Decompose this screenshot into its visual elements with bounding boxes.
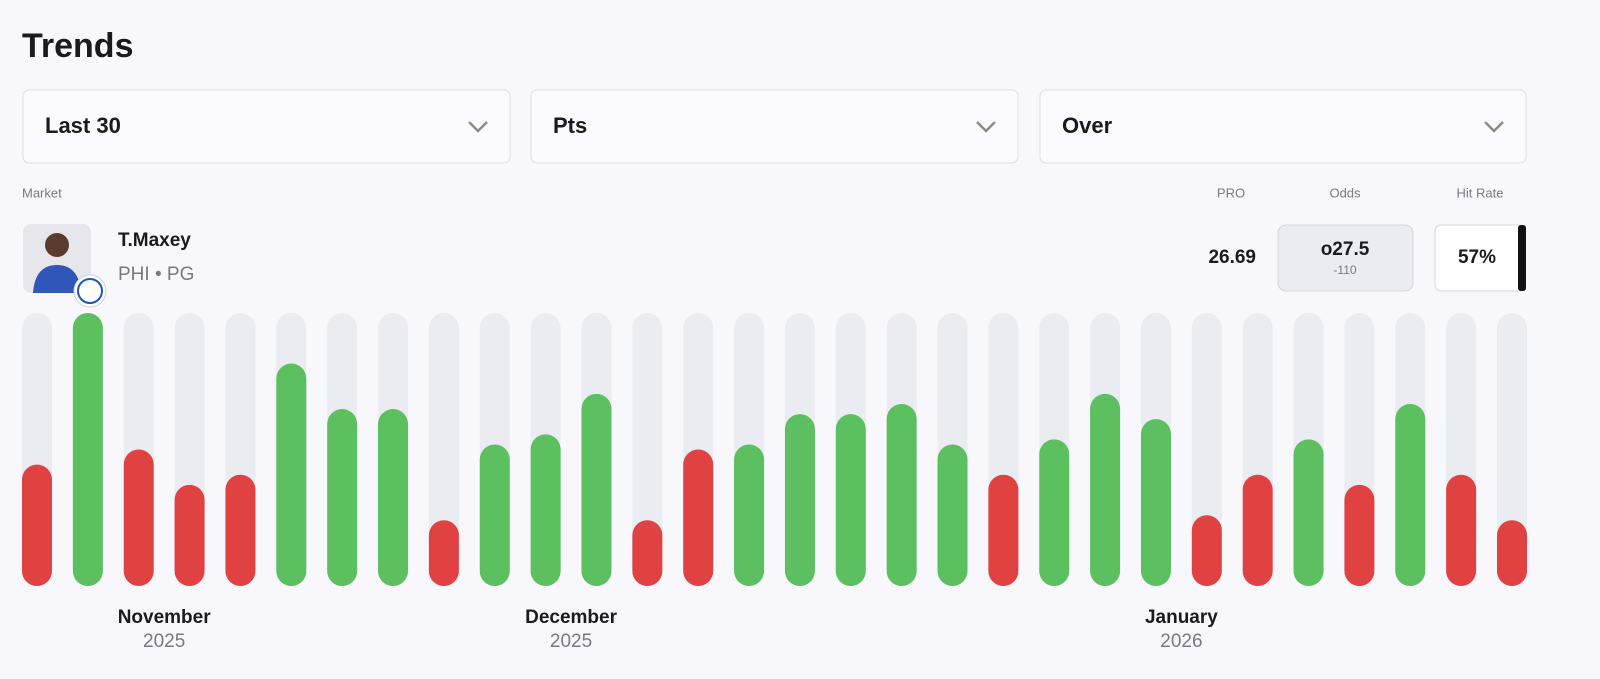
filter-dropdown[interactable]: Over <box>1039 89 1527 164</box>
hit-rate-box: 57% <box>1434 224 1526 292</box>
page-title: Trends <box>22 27 133 65</box>
bar <box>1497 520 1527 586</box>
column-label: PRO <box>1217 185 1245 200</box>
bar <box>988 474 1019 586</box>
player-team: PHI <box>118 264 150 285</box>
bar <box>683 449 714 586</box>
month-label: January <box>1145 607 1218 628</box>
bar <box>1191 515 1222 586</box>
player-meta: PHI • PG <box>118 264 194 285</box>
odds-price: -110 <box>1333 263 1356 277</box>
odds-line: o27.5 <box>1321 239 1370 260</box>
bar <box>734 444 765 586</box>
bar <box>530 434 561 586</box>
bar <box>1344 484 1375 586</box>
bar <box>378 409 409 586</box>
bar-track <box>428 313 459 586</box>
dropdown-label: Pts <box>553 113 587 138</box>
bar <box>327 409 358 586</box>
bar <box>428 520 459 586</box>
bar <box>632 520 663 586</box>
bar <box>581 393 612 586</box>
bar-track <box>632 313 663 586</box>
odds-button[interactable]: o27.5 -110 <box>1277 224 1414 292</box>
bar <box>784 414 815 586</box>
dropdown-label: Last 30 <box>45 113 121 138</box>
bar <box>479 444 510 586</box>
bar <box>1140 419 1171 586</box>
month-label: December <box>525 607 617 628</box>
bar <box>937 444 968 586</box>
bar <box>835 414 866 586</box>
column-label: Odds <box>1329 185 1361 200</box>
month-label: November <box>118 607 212 628</box>
column-label: Market <box>22 185 62 200</box>
bar <box>886 404 917 586</box>
bar <box>276 363 307 586</box>
bar <box>22 464 52 586</box>
year-label: 2026 <box>1160 631 1202 652</box>
year-label: 2025 <box>550 631 592 652</box>
player-avatar <box>23 224 107 308</box>
filter-dropdown[interactable]: Pts <box>530 89 1019 164</box>
bar <box>1242 474 1273 586</box>
column-label: Hit Rate <box>1457 185 1504 200</box>
bar <box>1446 474 1477 586</box>
bar <box>1090 393 1121 586</box>
bar <box>123 449 154 586</box>
filter-dropdown[interactable]: Last 30 <box>22 89 511 164</box>
bar <box>174 484 205 586</box>
hit-rate: 57% <box>1458 247 1496 268</box>
pro-projection: 26.69 <box>1208 247 1256 268</box>
bar <box>1395 404 1426 586</box>
year-label: 2025 <box>143 631 185 652</box>
bar <box>1293 439 1324 586</box>
dropdown-label: Over <box>1062 113 1113 138</box>
bar <box>72 313 103 586</box>
player-name: T.Maxey <box>118 230 191 251</box>
bar <box>1039 439 1070 586</box>
bar <box>225 474 256 586</box>
player-position: PG <box>167 264 194 285</box>
bar-track <box>1497 313 1527 586</box>
